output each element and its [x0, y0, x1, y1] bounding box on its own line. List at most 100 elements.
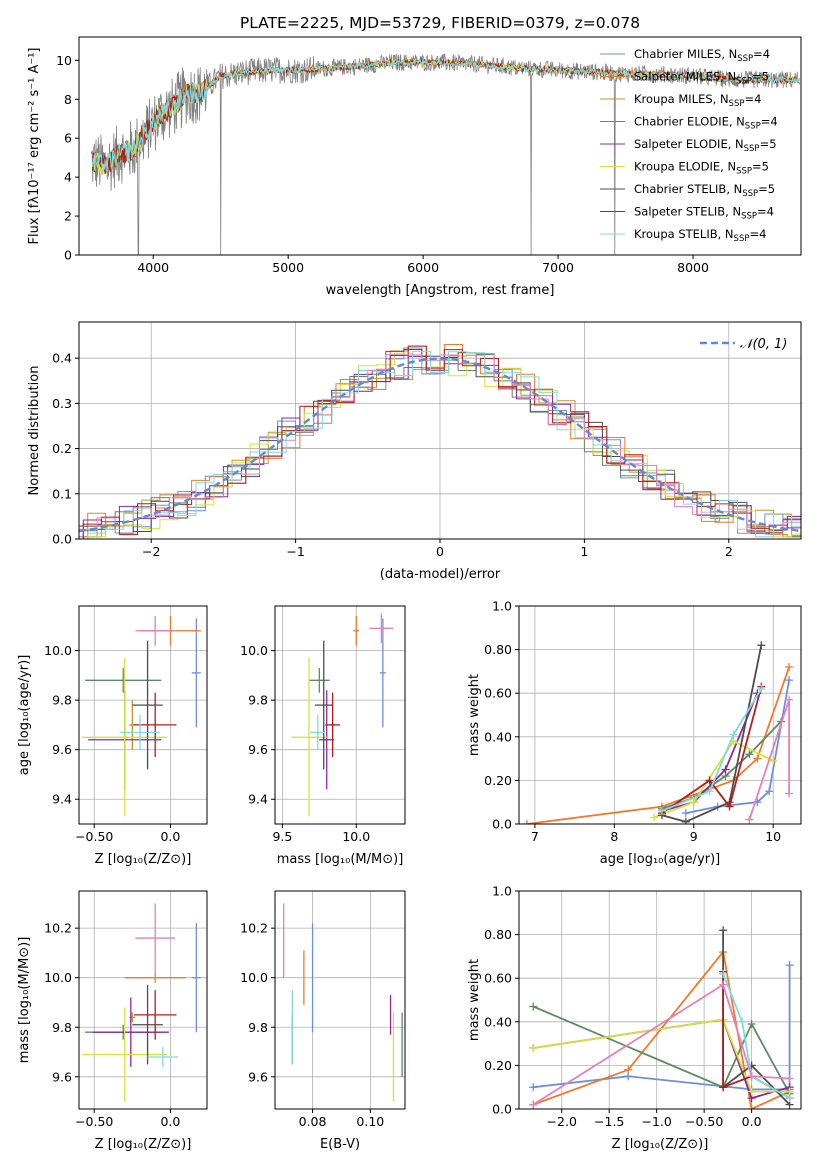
x-tick-label: −2 [142, 544, 160, 559]
y-tick-label: 8 [64, 92, 72, 107]
figure-title: PLATE=2225, MJD=53729, FIBERID=0379, z=0… [240, 14, 640, 32]
y-tick-label: 2 [64, 209, 72, 224]
x-tick-label: 0.0 [742, 1114, 762, 1129]
x-tick-label: 7 [531, 829, 539, 844]
data-spectrum-line [90, 53, 800, 255]
x-axis-label: age [log₁₀(age/yr)] [600, 852, 721, 867]
panel-z-age: −0.50 0.0 9.4 9.6 9.8 10.0 Z [log₁₀(Z/Z⊙)] age … [17, 605, 208, 867]
legend-label: Salpeter STELIB, NSSP=4 [634, 205, 774, 222]
legend-label-tail: =4 [744, 92, 761, 106]
y-tick-label: 9.6 [52, 742, 72, 757]
histogram-step [82, 344, 801, 539]
x-tick-label: −1.0 [641, 1114, 671, 1129]
y-tick-label: 0.40 [484, 729, 512, 744]
x-axis-label: (data-model)/error [380, 567, 501, 582]
y-axis-label: age [log₁₀(age/yr)] [17, 655, 32, 776]
histogram-step [79, 353, 801, 539]
y-tick-label: 0.60 [484, 971, 512, 986]
x-tick-label: 10.0 [342, 829, 370, 844]
legend-label: Kroupa MILES, NSSP=4 [634, 92, 761, 109]
x-tick-label: −1 [286, 544, 304, 559]
panel-mass-age: 9.5 10.0 9.4 9.6 9.8 10.0 mass [log₁₀(M/M⊙)] [240, 605, 406, 867]
x-tick-label: −0.50 [75, 1114, 113, 1129]
axes-frame [78, 890, 208, 1110]
legend-label-main: Salpeter MILES, N [634, 70, 736, 84]
x-axis-label: Z [log₁₀(Z/Z⊙)] [95, 1137, 192, 1152]
x-tick-label: 5000 [272, 260, 304, 275]
legend-label: Kroupa STELIB, NSSP=4 [634, 227, 766, 244]
panel-z-weight: −2.0 −1.5 −1.0 −0.50 0.0 0.0 0.20 0.40 0.60 0.80 1… [467, 884, 802, 1152]
weight-line [653, 740, 774, 819]
y-axis-label: Flux [fλ10⁻¹⁷ erg cm⁻² s⁻¹ A⁻¹] [27, 48, 42, 245]
x-axis-label: wavelength [Angstrom, rest frame] [326, 283, 555, 298]
weight-line [661, 692, 759, 812]
y-tick-label: 0.2 [52, 441, 72, 456]
legend-label-sub: SSP [742, 189, 758, 199]
legend-label-main: Chabrier MILES, N [634, 47, 737, 61]
y-tick-label: 9.6 [52, 1069, 72, 1084]
legend-label-sub: SSP [734, 234, 750, 244]
x-tick-label: 1 [580, 544, 588, 559]
legend-label-tail: =5 [752, 70, 769, 84]
y-tick-label: 0.4 [52, 351, 72, 366]
x-tick-label: 4000 [137, 260, 169, 275]
axes-frame [518, 890, 802, 1110]
legend-label-sub: SSP [736, 77, 752, 87]
weight-line [722, 973, 791, 1099]
x-tick-label: −2.0 [547, 1114, 577, 1129]
y-tick-label: 0 [64, 248, 72, 263]
x-tick-label: 9.5 [272, 829, 292, 844]
x-tick-label: 10 [765, 829, 781, 844]
legend-label: Chabrier MILES, NSSP=4 [634, 47, 770, 64]
legend-label-tail: =5 [758, 182, 775, 196]
weight-line [661, 645, 763, 823]
weight-line [661, 688, 763, 812]
plot-area [79, 344, 801, 539]
x-tick-label: 8000 [677, 260, 709, 275]
x-tick-label: −0.50 [75, 829, 113, 844]
plot-area [90, 53, 800, 255]
x-tick-label: 6000 [407, 260, 439, 275]
y-tick-label: 0.80 [484, 927, 512, 942]
axes-frame [274, 890, 406, 1110]
x-tick-label: 8 [610, 829, 618, 844]
y-tick-label: 9.8 [248, 693, 268, 708]
y-tick-label: 0.20 [484, 773, 512, 788]
x-axis-label: Z [log₁₀(Z/Z⊙)] [612, 1137, 709, 1152]
legend-label-sub: SSP [744, 144, 760, 154]
legend-label-main: Chabrier STELIB, N [634, 182, 742, 196]
legend-label-main: Salpeter ELODIE, N [634, 137, 744, 151]
plot-area [291, 613, 394, 817]
plot-area [82, 615, 201, 817]
y-axis-label: mass weight [467, 674, 482, 756]
gaussian-curve [79, 357, 801, 533]
legend-label: Chabrier ELODIE, NSSP=4 [634, 115, 778, 132]
x-tick-label: 2 [725, 544, 733, 559]
x-tick-label: 0.10 [356, 1114, 384, 1129]
y-tick-label: 10.0 [240, 970, 268, 985]
legend-label-sub: SSP [741, 212, 757, 222]
axes-frame [518, 605, 802, 825]
y-tick-label: 0.60 [484, 686, 512, 701]
y-tick-label: 0.1 [52, 486, 72, 501]
legend-label-sub: SSP [736, 167, 752, 177]
y-tick-label: 10.0 [44, 643, 72, 658]
histogram-step [82, 345, 801, 539]
x-tick-label: 0 [436, 544, 444, 559]
x-axis-label: E(B-V) [320, 1137, 360, 1152]
legend-label-main: Kroupa MILES, N [634, 92, 729, 106]
model-spectrum-line [92, 57, 800, 175]
x-axis-label: Z [log₁₀(Z/Z⊙)] [95, 852, 192, 867]
x-tick-label: 7000 [542, 260, 574, 275]
y-tick-label: 1.0 [492, 884, 512, 899]
axes-frame [274, 605, 406, 825]
y-tick-label: 9.8 [52, 693, 72, 708]
legend-label-tail: =4 [761, 115, 778, 129]
x-axis-label: mass [log₁₀(M/M⊙)] [277, 852, 404, 867]
axes-frame [78, 605, 208, 825]
y-tick-label: 9.8 [248, 1020, 268, 1035]
y-tick-label: 9.6 [248, 742, 268, 757]
legend-label-main: Kroupa STELIB, N [634, 227, 734, 241]
y-tick-label: 9.8 [52, 1020, 72, 1035]
